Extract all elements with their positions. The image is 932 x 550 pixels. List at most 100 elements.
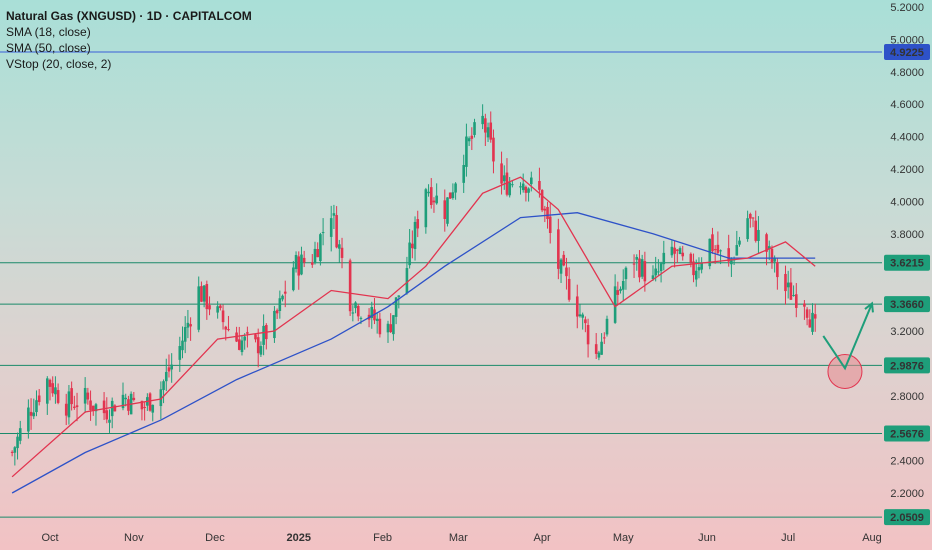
candle-body [624, 267, 628, 280]
candle-body [283, 291, 287, 294]
candle-body [662, 252, 666, 265]
candle-body [240, 340, 244, 353]
projection-arrowhead [864, 301, 874, 313]
candle-body [597, 352, 601, 358]
candle-body [338, 244, 341, 249]
price-badge [884, 509, 930, 526]
horizontal-levels [0, 51, 882, 518]
candle-body [411, 243, 414, 249]
candle-body [792, 295, 795, 297]
candle-body [711, 234, 714, 252]
candle-body [159, 389, 163, 407]
candle-body [694, 270, 698, 280]
candle-body [502, 175, 506, 182]
candle-body [432, 200, 436, 203]
candle-body [562, 254, 566, 266]
candle-body [470, 135, 474, 139]
candle-body [700, 262, 703, 270]
time-tick-label: Oct [41, 532, 58, 544]
candle-body [394, 297, 398, 317]
time-tick-label: 2025 [287, 532, 311, 544]
candle-body [484, 118, 487, 133]
time-tick-label: Jul [781, 532, 795, 544]
candle-body [581, 314, 584, 318]
indicator-vstop[interactable]: VStop (20, close, 2) [6, 57, 112, 71]
candle-body [716, 244, 720, 253]
time-tick-label: May [613, 532, 634, 544]
indicator-sma50[interactable]: SMA (50, close) [6, 41, 91, 55]
candle-body [219, 305, 222, 309]
candle-body [467, 138, 471, 142]
candle-body [151, 404, 155, 413]
candle-body [738, 240, 741, 245]
candle-body [465, 136, 468, 167]
candle-body [784, 273, 787, 292]
candle-body [521, 183, 525, 191]
candle-body [519, 186, 522, 188]
candle-body [697, 267, 701, 271]
candle-body [681, 252, 685, 257]
price-badge-label: 2.5676 [890, 428, 924, 440]
time-tick-label: Dec [205, 532, 225, 544]
price-tick-label: 3.8000 [890, 229, 924, 241]
candle-body [329, 218, 333, 237]
price-tick-label: 5.2000 [890, 2, 924, 14]
candle-body [489, 122, 493, 140]
candle-body [83, 387, 87, 404]
candle-body [530, 177, 533, 185]
candle-body [29, 411, 33, 416]
candle-body [670, 246, 674, 256]
candle-body [619, 288, 622, 291]
indicator-sma18[interactable]: SMA (18, close) [6, 25, 91, 39]
candle-body [640, 259, 644, 277]
candle-body [678, 248, 682, 255]
candle-body [205, 284, 209, 310]
candle-body [227, 329, 230, 331]
price-axis[interactable]: 4.9225 3.6215 3.3660 2.9876 2.5676 2.0509 5.20… [884, 2, 930, 526]
candle-body [751, 217, 755, 219]
candle-body [448, 192, 452, 199]
candle-body [32, 412, 36, 417]
candles [10, 104, 817, 466]
candle-body [505, 172, 509, 195]
candle-body [86, 392, 90, 400]
time-tick-label: Aug [862, 532, 882, 544]
price-tick-label: 4.0000 [890, 196, 924, 208]
candle-body [162, 381, 165, 391]
candle-body [659, 263, 663, 272]
candle-body [586, 324, 590, 345]
candle-body [186, 322, 190, 328]
candle-body [370, 306, 374, 318]
candle-body [794, 294, 798, 308]
candle-body [181, 340, 184, 351]
price-badge-label: 2.0509 [890, 512, 924, 524]
candle-body [765, 234, 768, 252]
price-tick-label: 3.2000 [890, 326, 924, 338]
candle-body [35, 400, 38, 413]
price-tick-label: 4.6000 [890, 99, 924, 111]
candle-body [446, 197, 449, 224]
candle-body [189, 324, 192, 327]
candle-body [424, 189, 428, 228]
price-tick-label: 5.0000 [890, 34, 924, 46]
candle-body [427, 191, 430, 194]
candle-body [584, 319, 587, 324]
candle-body [416, 219, 420, 229]
candle-body [354, 302, 357, 309]
time-axis[interactable]: Oct Nov Dec 2025 Feb Mar Apr May Jun Jul Aug [41, 532, 881, 544]
candle-body [492, 137, 495, 162]
price-tick-label: 2.8000 [890, 391, 924, 403]
candle-body [713, 249, 717, 251]
candle-body [105, 410, 109, 420]
candle-body [776, 262, 779, 278]
candle-body [789, 282, 793, 300]
candle-body [110, 400, 114, 417]
candle-body [632, 263, 636, 265]
candle-body [594, 344, 598, 354]
candle-body [164, 371, 168, 382]
candle-body [654, 268, 657, 276]
symbol-title[interactable]: Natural Gas (XNGUSD) · 1D · CAPITALCOM [6, 9, 252, 23]
candle-body [259, 346, 263, 355]
